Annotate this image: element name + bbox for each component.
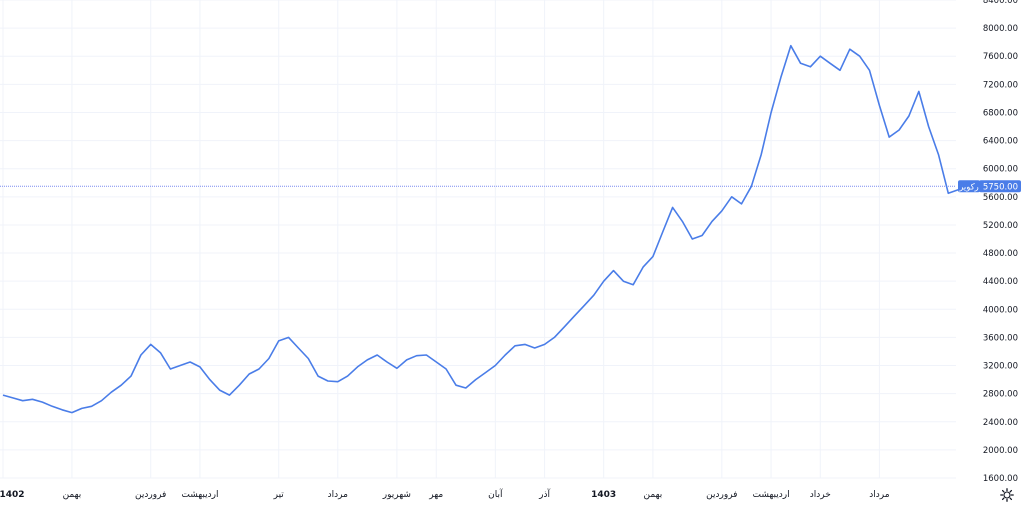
x-tick-label: تیر (273, 490, 285, 500)
x-tick-label: آبان (488, 488, 503, 500)
x-tick-label: آذر (538, 488, 550, 500)
x-tick-label: مرداد (869, 490, 889, 500)
last-price-label: 5750.00 (983, 182, 1018, 192)
x-tick-label: 1402 (0, 490, 25, 500)
x-tick-label: اردیبهشت (181, 490, 218, 500)
y-tick-label: 4800.00 (983, 249, 1018, 259)
grid (0, 0, 956, 479)
x-tick-label: اردیبهشت (753, 490, 790, 500)
y-tick-label: 7600.00 (983, 52, 1018, 62)
x-tick-label: فروردین (135, 490, 166, 500)
y-tick-label: 3200.00 (983, 362, 1018, 372)
y-tick-label: 7200.00 (983, 80, 1018, 90)
y-tick-label: 2000.00 (983, 446, 1018, 456)
gear-icon[interactable] (1000, 487, 1014, 502)
y-axis: 1600.00 2000.00 2400.00 2800.00 3200.00 3600.… (983, 0, 1018, 484)
y-tick-label: 3600.00 (983, 333, 1018, 343)
x-tick-label: خرداد (810, 490, 831, 500)
price-labels: رکویر 5750.00 (958, 180, 1021, 193)
x-tick-label: بهمن (644, 490, 663, 500)
symbol-label-box (958, 180, 980, 193)
y-tick-label: 2400.00 (983, 418, 1018, 428)
y-tick-label: 5200.00 (983, 221, 1018, 231)
y-tick-label: 8400.00 (983, 0, 1018, 6)
x-tick-label: شهریور (382, 490, 411, 500)
price-series-line (2, 44, 969, 414)
x-tick-label: مهر (428, 490, 443, 500)
x-tick-label: فروردین (706, 490, 737, 500)
y-tick-label: 2800.00 (983, 390, 1018, 400)
symbol-label: رکویر (958, 182, 979, 192)
y-tick-label: 4400.00 (983, 277, 1018, 287)
x-tick-label: بهمن (63, 490, 82, 500)
y-tick-label: 6400.00 (983, 137, 1018, 147)
y-tick-label: 6800.00 (983, 108, 1018, 118)
y-tick-label: 4000.00 (983, 305, 1018, 315)
y-tick-label: 6000.00 (983, 165, 1018, 175)
x-tick-label: 1403 (591, 490, 616, 500)
x-axis: 1402 بهمن فروردین اردیبهشت تیر مرداد شهریور مهر… (0, 488, 890, 500)
last-price-box (979, 180, 1021, 193)
y-tick-label: 8000.00 (983, 24, 1018, 34)
y-tick-label: 1600.00 (983, 474, 1018, 484)
x-tick-label: مرداد (328, 490, 348, 500)
y-tick-label: 5600.00 (983, 193, 1018, 203)
